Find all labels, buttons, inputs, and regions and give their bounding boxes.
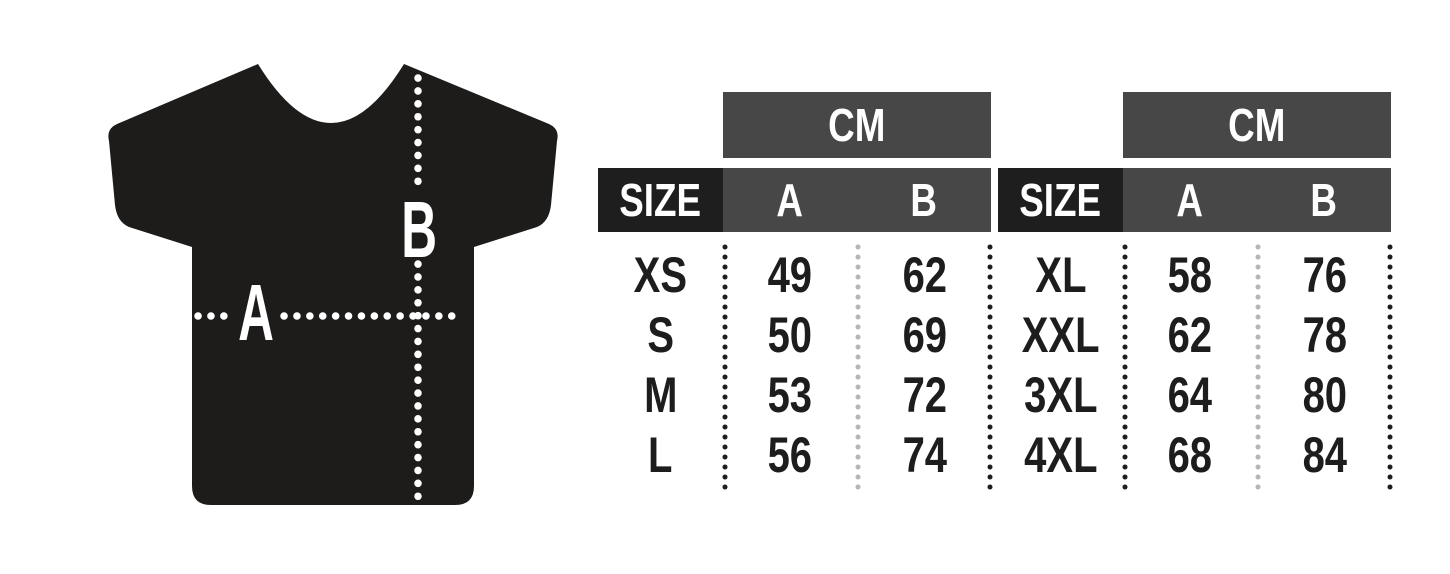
value-a-cell: 53 (767, 367, 813, 423)
value-b-cell: 76 (1302, 247, 1347, 303)
column-b-label: B (1310, 174, 1338, 226)
table-row: XS 49 62 (598, 245, 992, 305)
dotted-divider (1122, 242, 1128, 494)
measure-columns-header: A B (1123, 168, 1391, 232)
column-a-label: A (1176, 174, 1204, 226)
value-a-cell: 56 (767, 427, 813, 483)
column-a-header: A (723, 168, 857, 232)
table-row: M 53 72 (598, 365, 992, 425)
value-a-cell: 58 (1167, 247, 1213, 303)
tshirt-silhouette (108, 64, 558, 505)
column-a-label: A (776, 174, 804, 226)
value-b-cell: 69 (902, 307, 947, 363)
column-b-header: B (857, 168, 991, 232)
dotted-divider-light (1255, 242, 1261, 494)
size-table-xl-4xl: CM SIZE A B XL 58 76 XXL 62 78 3XL 6 (998, 0, 1393, 574)
value-a-cell: 62 (1167, 307, 1213, 363)
column-b-label: B (910, 174, 938, 226)
value-b-cell: 74 (902, 427, 947, 483)
value-a-cell: 68 (1167, 427, 1213, 483)
table-row: L 56 74 (598, 425, 992, 485)
table-row: 3XL 64 80 (998, 365, 1392, 425)
unit-header: CM (723, 92, 991, 158)
size-cell: 3XL (1023, 367, 1098, 423)
size-cell: L (648, 427, 673, 483)
dotted-divider (722, 242, 728, 494)
dotted-divider (1387, 242, 1393, 494)
size-column-header: SIZE (998, 168, 1123, 232)
size-column-label: SIZE (619, 174, 702, 226)
table-row: S 50 69 (598, 305, 992, 365)
measure-columns-header: A B (723, 168, 991, 232)
table-row: 4XL 68 84 (998, 425, 1392, 485)
size-cell: M (643, 367, 678, 423)
column-a-header: A (1123, 168, 1257, 232)
unit-header-label: CM (1228, 99, 1286, 151)
unit-header: CM (1123, 92, 1391, 158)
measure-label-b: B (401, 186, 437, 275)
tshirt-diagram: A B (0, 0, 600, 574)
measure-label-a: A (238, 269, 274, 358)
value-b-cell: 84 (1302, 427, 1347, 483)
column-b-header: B (1257, 168, 1391, 232)
value-a-cell: 64 (1167, 367, 1213, 423)
unit-header-label: CM (828, 99, 886, 151)
value-a-cell: 49 (767, 247, 813, 303)
value-b-cell: 78 (1302, 307, 1347, 363)
tshirt-icon: A B (108, 64, 558, 505)
size-cell: XXL (1021, 307, 1100, 363)
table-row: XL 58 76 (998, 245, 1392, 305)
value-a-cell: 50 (767, 307, 813, 363)
size-cell: S (647, 307, 674, 363)
size-column-label: SIZE (1019, 174, 1102, 226)
table-row: XXL 62 78 (998, 305, 1392, 365)
dotted-divider (987, 242, 993, 494)
size-table-xs-l: CM SIZE A B XS 49 62 S 50 69 M 53 (598, 0, 993, 574)
size-cell: XS (633, 247, 688, 303)
size-cell: 4XL (1023, 427, 1098, 483)
value-b-cell: 62 (902, 247, 947, 303)
dotted-divider-light (855, 242, 861, 494)
value-b-cell: 80 (1302, 367, 1347, 423)
size-cell: XL (1034, 247, 1087, 303)
value-b-cell: 72 (902, 367, 947, 423)
size-column-header: SIZE (598, 168, 723, 232)
